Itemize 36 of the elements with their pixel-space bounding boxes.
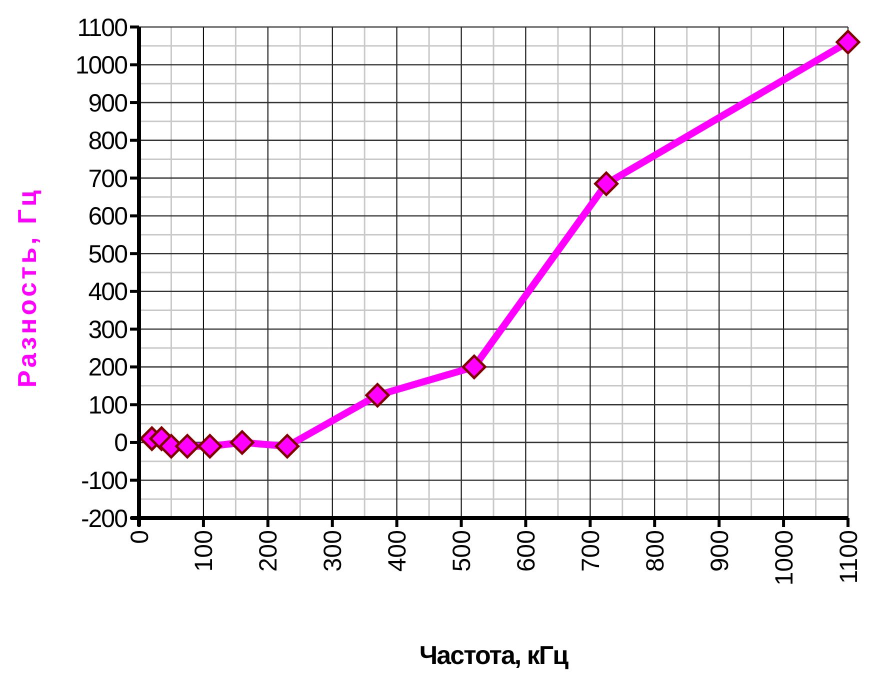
- point: [365, 383, 390, 408]
- x-tick-label: 600: [512, 530, 540, 572]
- y-tick-label: 600: [88, 202, 128, 231]
- point: [594, 171, 619, 196]
- point: [230, 430, 254, 455]
- point: [175, 434, 200, 458]
- x-tick-label: 800: [641, 530, 670, 572]
- point: [836, 30, 860, 54]
- y-tick-label: 800: [88, 127, 128, 156]
- y-tick-label: 400: [88, 278, 128, 306]
- y-tick-label: 900: [88, 89, 128, 118]
- y-tick-label: 200: [88, 354, 128, 382]
- x-tick-label: 500: [448, 530, 476, 572]
- y-tick-label: 100: [88, 391, 128, 420]
- y-tick-label: -100: [80, 466, 128, 495]
- y-tick-label: 300: [88, 316, 128, 344]
- point: [462, 354, 486, 380]
- x-tick-label: 900: [706, 530, 734, 572]
- point: [274, 434, 300, 458]
- x-tick-label: 0: [126, 530, 154, 544]
- x-tick-label: 100: [190, 530, 218, 572]
- y-tick-label: 1000: [75, 52, 128, 80]
- point: [198, 434, 222, 458]
- x-tick-label: 1100: [834, 530, 863, 584]
- x-tick-label: 300: [319, 530, 348, 572]
- y-tick-label: 0: [114, 429, 128, 458]
- y-tick-label: -200: [80, 504, 128, 533]
- y-tick-label: 1100: [77, 14, 128, 42]
- x-tick-label: 200: [254, 530, 283, 572]
- x-axis-title: Частота, кГц: [419, 640, 569, 670]
- x-tick-label: 700: [576, 530, 605, 572]
- x-tick-label: 400: [384, 530, 412, 572]
- y-tick-label: 500: [88, 240, 128, 268]
- y-axis-title: Разность, Гц: [12, 187, 42, 388]
- y-tick-label: 700: [88, 164, 128, 193]
- x-tick-label: 1000: [770, 530, 798, 586]
